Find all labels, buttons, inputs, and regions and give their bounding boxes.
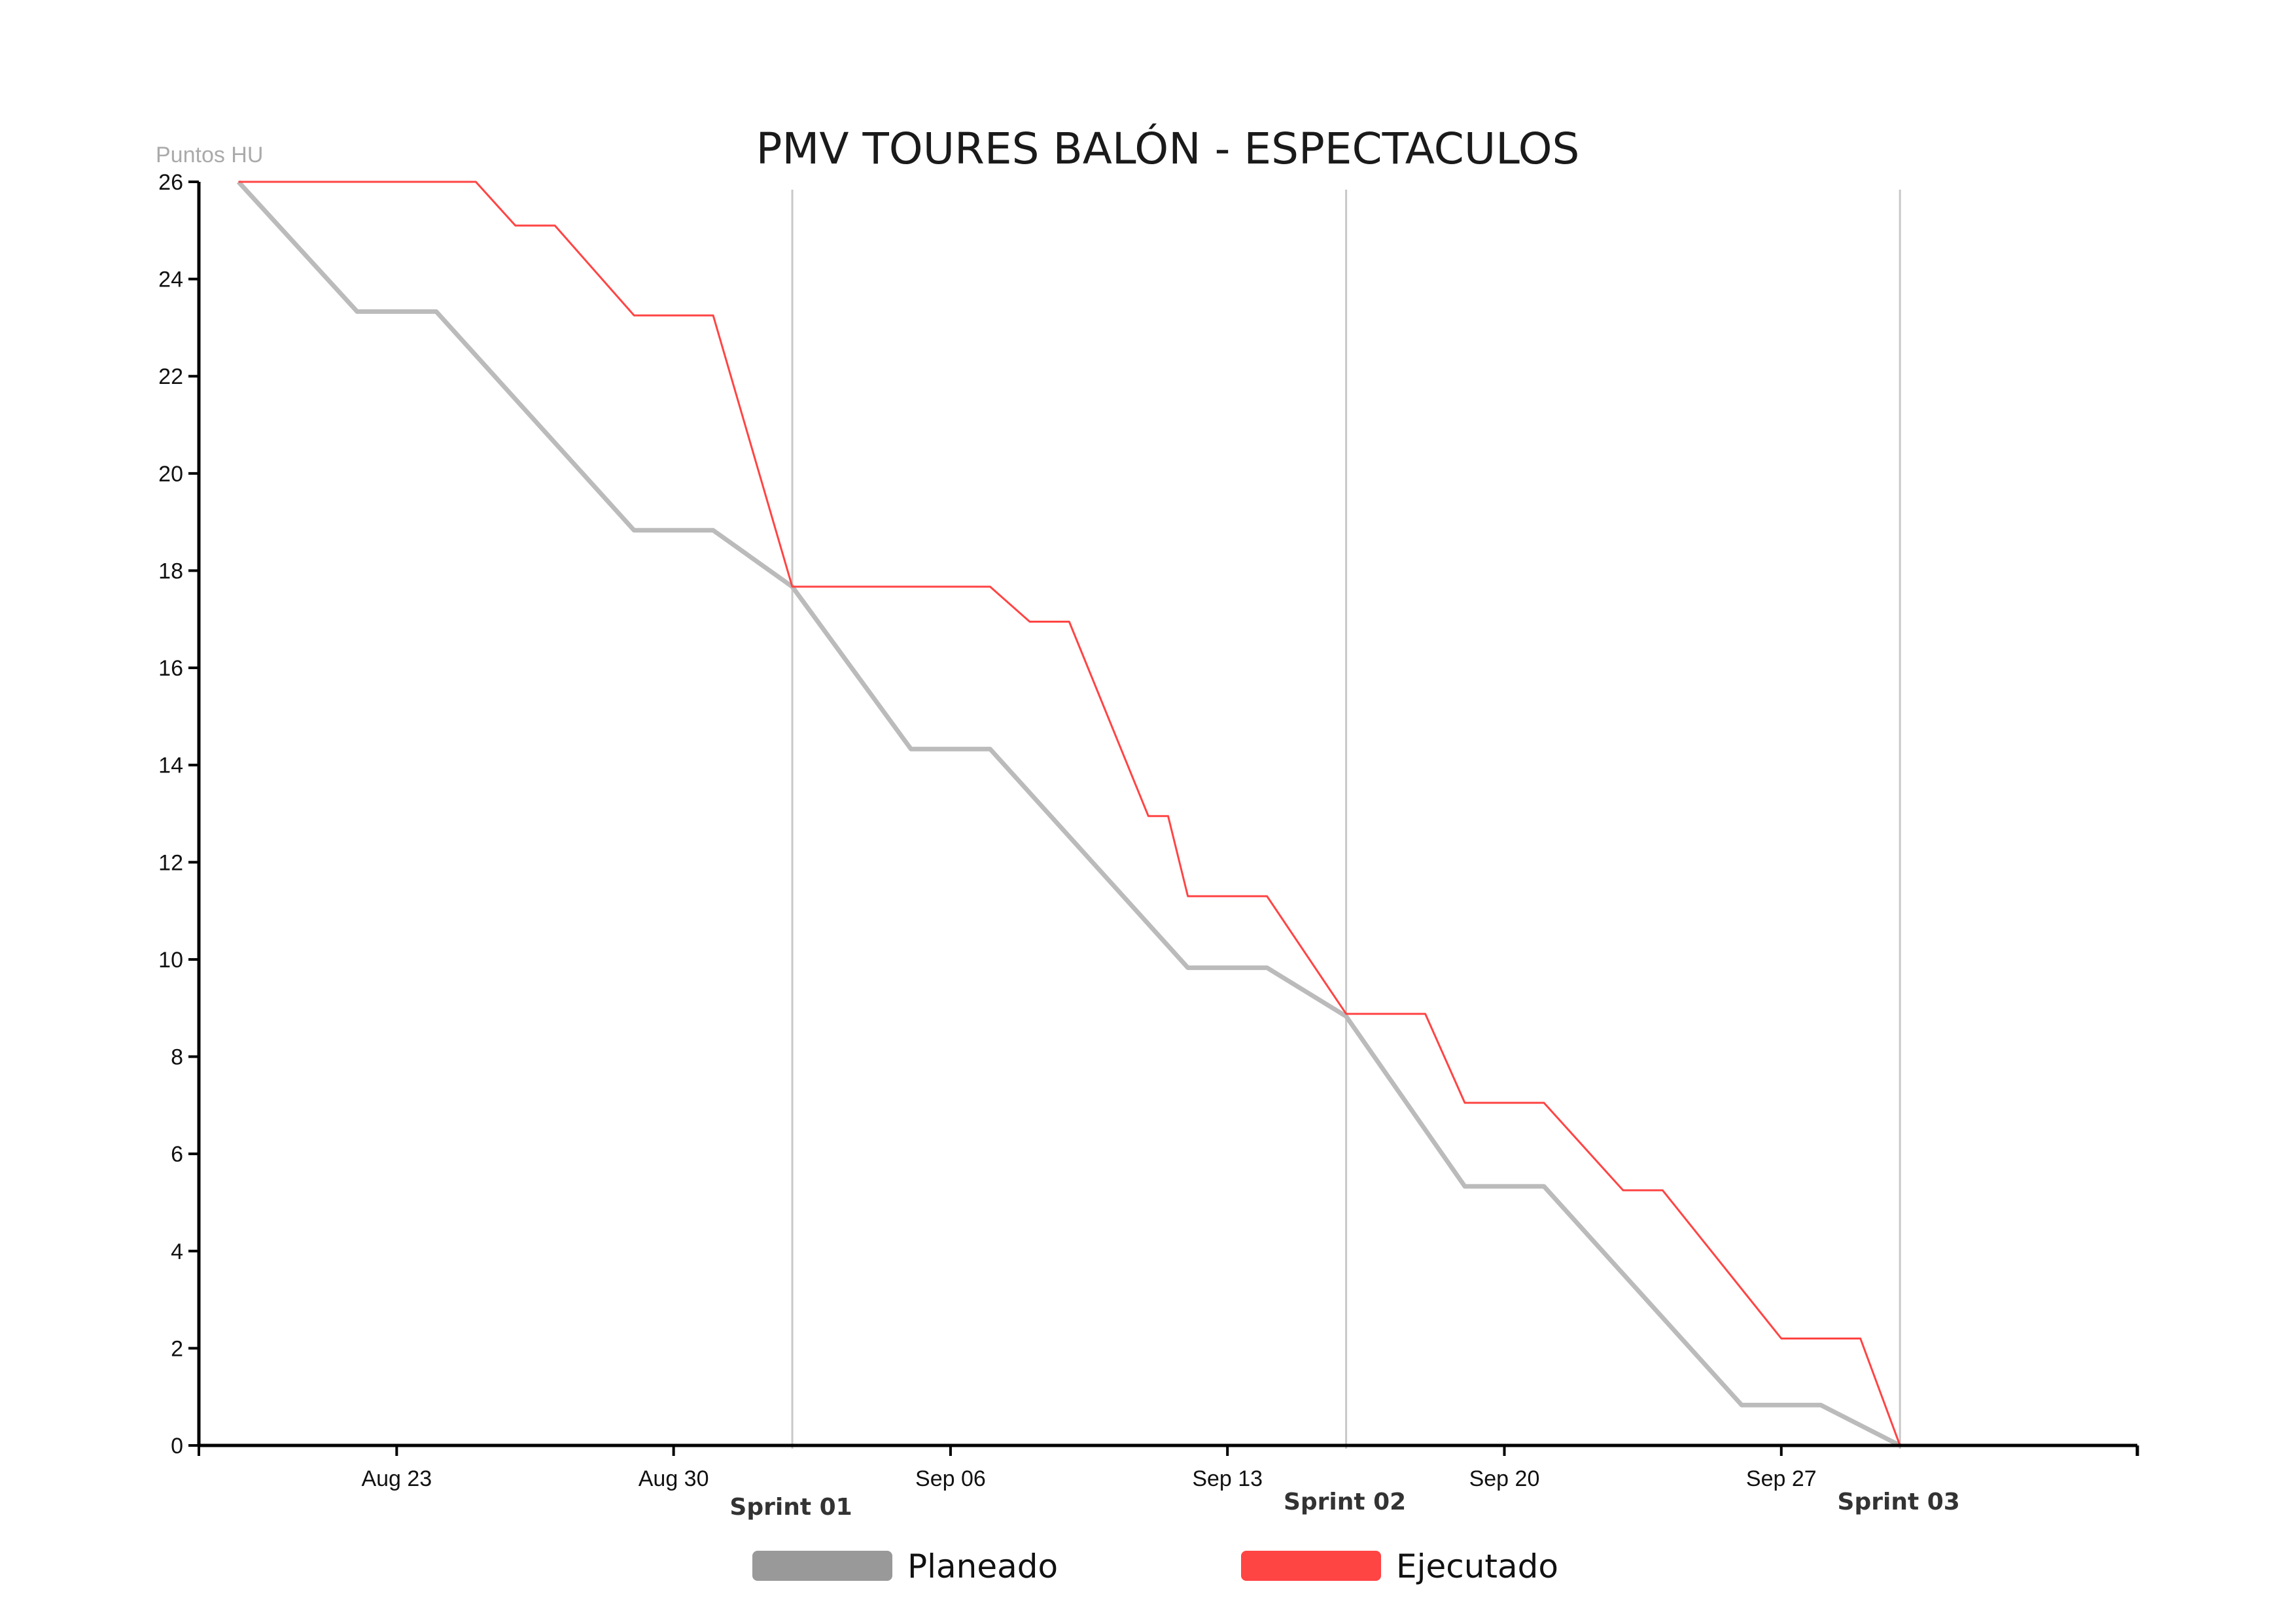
y-tick-label: 24 (158, 268, 183, 292)
series-line-planeado (236, 180, 1901, 1448)
legend-swatch-ejecutado (1241, 1551, 1381, 1581)
y-tick-label: 20 (158, 462, 183, 487)
sprint-label-3: Sprint 03 (1838, 1489, 1960, 1515)
legend: Planeado Ejecutado (752, 1547, 1558, 1585)
sprint-labels: Sprint 01 Sprint 02 Sprint 03 (729, 1489, 1959, 1521)
y-tick-label: 2 (171, 1336, 183, 1361)
legend-label-planeado: Planeado (907, 1547, 1058, 1585)
x-tick-label: Sep 20 (1469, 1466, 1540, 1491)
y-tick-label: 4 (171, 1239, 183, 1264)
y-tick-label: 8 (171, 1045, 183, 1070)
sprint-lines (791, 190, 1901, 1449)
y-tick-label: 14 (158, 753, 183, 778)
y-tick-label: 12 (158, 850, 183, 875)
axes (197, 182, 2139, 1456)
legend-label-ejecutado: Ejecutado (1396, 1547, 1558, 1585)
y-tick-label: 6 (171, 1142, 183, 1167)
y-tick-label: 10 (158, 948, 183, 973)
series-lines (236, 180, 1901, 1448)
y-tick-label: 26 (158, 170, 183, 195)
x-ticks: Aug 23 Aug 30 Sep 06 Sep 13 Sep 20 Sep 27 (361, 1445, 1817, 1491)
y-tick-label: 22 (158, 364, 183, 389)
sprint-label-1: Sprint 01 (729, 1494, 852, 1521)
x-tick-label: Aug 23 (361, 1466, 432, 1491)
y-tick-label: 0 (171, 1434, 183, 1459)
x-tick-label: Sep 06 (915, 1466, 986, 1491)
x-tick-label: Sep 13 (1192, 1466, 1263, 1491)
series-line-ejecutado (238, 181, 1901, 1446)
x-tick-label: Aug 30 (639, 1466, 709, 1491)
sprint-label-2: Sprint 02 (1284, 1489, 1406, 1515)
y-axis-label: Puntos HU (156, 143, 263, 167)
y-tick-label: 16 (158, 656, 183, 681)
x-tick-label: Sep 27 (1746, 1466, 1817, 1491)
chart-title: PMV TOURES BALÓN - ESPECTACULOS (756, 124, 1580, 174)
legend-swatch-planeado (752, 1551, 892, 1581)
y-tick-label: 18 (158, 559, 183, 583)
